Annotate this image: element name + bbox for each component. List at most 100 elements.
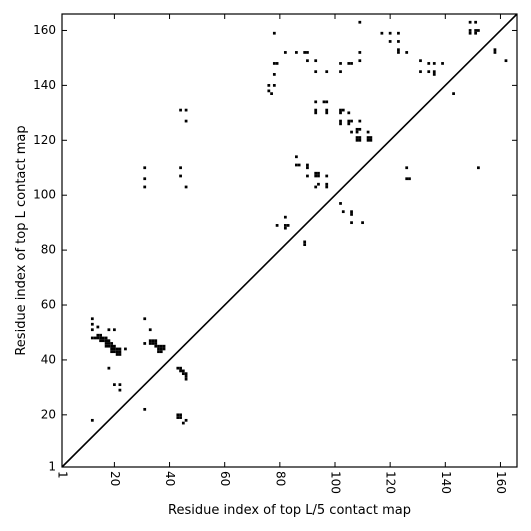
contact-point xyxy=(427,62,431,65)
contact-point xyxy=(176,413,180,417)
contact-point xyxy=(176,416,180,419)
contact-point xyxy=(107,344,111,348)
contact-point xyxy=(314,111,318,115)
contact-point xyxy=(306,174,309,178)
x-tick-label: 60 xyxy=(218,471,232,486)
contact-point xyxy=(96,333,100,337)
contact-point xyxy=(322,100,326,104)
contact-point xyxy=(90,418,94,422)
contact-point xyxy=(306,166,309,170)
contact-point xyxy=(286,224,290,227)
contact-point xyxy=(339,202,342,205)
x-tick-label: 120 xyxy=(384,471,398,494)
contact-point xyxy=(369,136,373,139)
contact-point xyxy=(118,347,122,351)
y-tick-label: 100 xyxy=(33,188,56,202)
contact-point xyxy=(179,369,182,373)
contact-point xyxy=(159,347,163,351)
contact-point xyxy=(432,62,436,65)
contact-point xyxy=(143,166,147,170)
contact-point xyxy=(397,40,400,43)
contact-point xyxy=(474,20,478,24)
contact-point xyxy=(99,339,102,343)
contact-point xyxy=(107,366,111,370)
contact-point xyxy=(474,31,478,35)
contact-point xyxy=(267,89,271,93)
contact-point xyxy=(107,342,111,345)
y-tick-label: 80 xyxy=(41,243,56,257)
contact-point xyxy=(358,59,362,63)
contact-point xyxy=(397,51,400,54)
contact-point xyxy=(339,70,342,74)
contact-point xyxy=(314,174,318,178)
contact-point xyxy=(314,59,318,63)
contact-point xyxy=(159,344,163,348)
contact-point xyxy=(314,108,318,112)
contact-point xyxy=(441,62,444,65)
y-tick-label: 40 xyxy=(41,352,56,366)
contact-point xyxy=(154,339,158,343)
y-tick-label: 140 xyxy=(33,78,56,92)
contact-point xyxy=(325,174,329,178)
contact-point xyxy=(154,344,158,348)
contact-point xyxy=(104,344,108,348)
contact-point xyxy=(350,130,353,134)
contact-point xyxy=(107,328,111,332)
contact-point xyxy=(405,177,409,181)
contact-point xyxy=(113,350,116,354)
contact-point xyxy=(303,243,307,246)
contact-point xyxy=(314,70,318,74)
contact-point xyxy=(468,20,472,24)
contact-point xyxy=(162,344,166,348)
contact-point xyxy=(504,59,508,63)
contact-point xyxy=(184,372,188,376)
contact-point xyxy=(366,136,370,139)
contact-point xyxy=(159,350,163,354)
contact-point xyxy=(405,166,409,170)
contact-point xyxy=(184,375,188,378)
x-axis-ticks: 1 20 40 60 80 100 120 140 160 xyxy=(56,14,508,494)
y-tick-label: 60 xyxy=(41,298,56,312)
contact-point xyxy=(317,174,320,178)
contact-point xyxy=(347,111,351,115)
contact-point xyxy=(306,163,309,167)
contact-point xyxy=(297,163,301,167)
contact-point xyxy=(361,221,364,225)
contact-point xyxy=(113,328,116,332)
contact-point xyxy=(151,339,155,343)
contact-point xyxy=(99,336,102,340)
contact-point xyxy=(347,122,351,126)
contact-point xyxy=(347,62,351,65)
contact-point xyxy=(90,322,94,326)
contact-point xyxy=(355,130,359,134)
contact-point xyxy=(358,51,362,54)
contact-point xyxy=(339,108,342,112)
x-tick-label: 160 xyxy=(494,471,508,494)
contact-point xyxy=(350,210,353,214)
y-tick-label: 160 xyxy=(33,23,56,37)
contact-point xyxy=(184,185,188,189)
contact-point xyxy=(388,40,392,43)
contact-point xyxy=(339,119,342,123)
contact-point xyxy=(118,388,122,392)
contact-point xyxy=(110,350,114,354)
contact-point xyxy=(104,336,108,340)
contact-point xyxy=(325,111,329,115)
contact-point xyxy=(306,59,309,63)
contact-point xyxy=(358,138,362,142)
contact-point xyxy=(366,138,370,142)
contact-point xyxy=(405,51,409,54)
contact-point xyxy=(96,336,100,340)
contact-point xyxy=(107,339,111,343)
contact-point xyxy=(275,224,279,227)
contact-point xyxy=(350,221,353,225)
x-tick-label: 140 xyxy=(439,471,453,494)
contact-point xyxy=(325,70,329,74)
contact-point xyxy=(157,347,160,351)
x-tick-label: 100 xyxy=(329,471,343,494)
contact-point xyxy=(452,92,455,95)
contact-point xyxy=(358,119,362,123)
contact-point xyxy=(325,100,329,104)
contact-point xyxy=(341,108,345,112)
